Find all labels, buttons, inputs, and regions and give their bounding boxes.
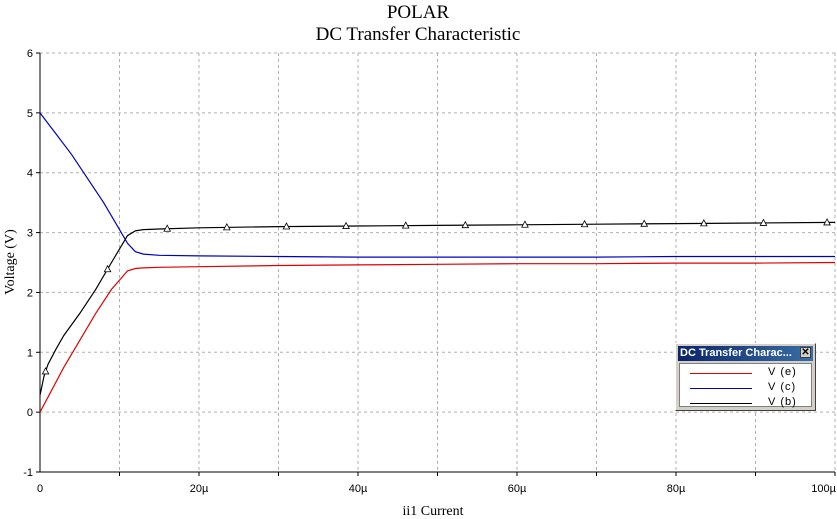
triangle-marker [640, 219, 649, 227]
x-tick-label: 80µ [667, 483, 686, 495]
axes [36, 52, 836, 476]
legend-label: V (e) [768, 366, 797, 378]
legend-swatch [690, 373, 752, 374]
triangle-marker [759, 218, 768, 226]
legend-body: V (e) V (c) V (b) [679, 363, 812, 408]
legend-window[interactable]: DC Transfer Charac... ✕ V (e) V (c) V (b) [675, 343, 816, 411]
triangle-marker [282, 222, 291, 230]
triangle-marker [401, 221, 410, 229]
y-tick-label: 3 [27, 228, 33, 240]
y-axis-label: Voltage (V) [3, 229, 18, 295]
triangle-marker [342, 221, 350, 229]
series-line-ve [39, 261, 836, 413]
series-line-vc [39, 112, 835, 258]
x-tick-label: 100µ [811, 483, 836, 495]
triangle-marker [699, 219, 708, 227]
triangle-marker [580, 219, 589, 228]
y-tick-label: 0 [27, 407, 33, 419]
chart-subtitle: DC Transfer Characteristic [316, 24, 521, 45]
tick-labels: -1 0 1 2 3 4 5 6 0 20µ 40µ 60µ 80µ 100µ [23, 48, 836, 495]
y-tick-label: 6 [27, 48, 33, 60]
y-tick-label: 4 [27, 168, 33, 180]
plot-area [39, 112, 836, 413]
x-tick-label: 20µ [190, 483, 209, 495]
triangle-marker [521, 220, 529, 228]
legend-titlebar[interactable]: DC Transfer Charac... ✕ [678, 346, 813, 361]
triangle-marker [41, 367, 50, 375]
legend-item: V (b) [680, 395, 811, 411]
legend-title: DC Transfer Charac... [680, 347, 792, 359]
legend-item: V (e) [680, 365, 811, 381]
series-markers [41, 218, 831, 375]
x-tick-label: 0 [37, 483, 43, 495]
triangle-marker [461, 220, 470, 229]
legend-label: V (c) [768, 381, 797, 393]
legend-item: V (c) [680, 380, 811, 396]
y-tick-label: 2 [27, 287, 33, 299]
triangle-marker [222, 223, 231, 231]
triangle-marker [103, 264, 112, 273]
x-tick-label: 60µ [508, 483, 527, 495]
legend-label: V (b) [768, 396, 797, 408]
triangle-marker [823, 218, 831, 226]
legend-swatch [690, 388, 752, 389]
y-tick-label: 1 [27, 347, 33, 359]
chart-title: POLAR [387, 2, 450, 23]
y-tick-label: 5 [27, 108, 33, 120]
series-line-vb [39, 221, 836, 396]
x-axis-label: ii1 Current [402, 504, 463, 519]
x-tick-label: 40µ [349, 483, 368, 495]
y-tick-label: -1 [23, 467, 33, 479]
close-icon[interactable]: ✕ [800, 347, 811, 358]
triangle-marker [163, 224, 172, 232]
legend-swatch [690, 403, 752, 404]
